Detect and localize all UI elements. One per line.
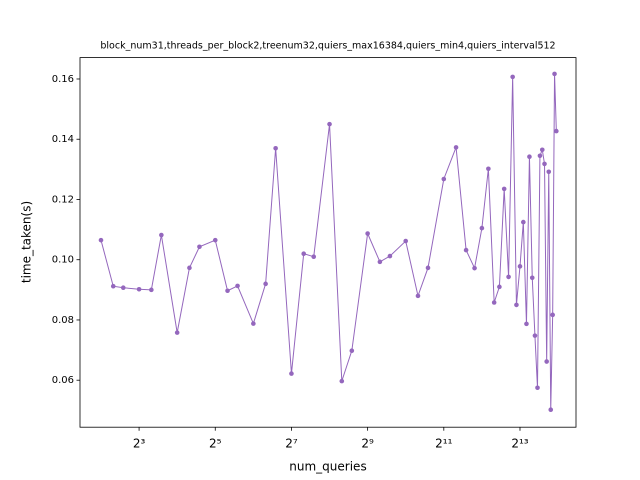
data-point — [136, 286, 142, 292]
data-point — [546, 169, 552, 175]
data-point — [441, 176, 447, 182]
data-point — [510, 74, 515, 80]
x-tick-label: 2¹¹ — [435, 437, 452, 451]
data-point — [472, 265, 477, 271]
data-point — [537, 153, 543, 159]
data-point — [554, 128, 559, 134]
y-tick-label: 0.08 — [52, 315, 74, 326]
data-point — [377, 259, 383, 265]
y-tick-label: 0.06 — [52, 375, 74, 386]
data-point — [501, 186, 507, 192]
data-point — [311, 254, 317, 260]
y-tick-label: 0.12 — [52, 194, 74, 205]
data-point — [463, 247, 469, 253]
data-point — [187, 265, 192, 271]
data-point — [120, 285, 126, 291]
data-point — [387, 253, 393, 259]
x-tick-label: 2³ — [133, 437, 146, 451]
data-point — [251, 321, 256, 326]
y-tick-label: 0.16 — [52, 74, 74, 85]
x-tick-label: 2⁷ — [285, 437, 298, 451]
data-point — [552, 71, 557, 77]
data-point — [453, 145, 459, 150]
data-point — [149, 287, 154, 293]
x-tick-label: 2⁵ — [209, 437, 222, 451]
data-point — [535, 385, 540, 391]
y-tick-label: 0.10 — [52, 255, 74, 266]
x-tick-label: 2¹³ — [511, 437, 528, 451]
y-axis-label: time_taken(s) — [20, 201, 34, 283]
data-point — [506, 274, 511, 280]
data-point — [544, 359, 549, 364]
data-point — [197, 244, 202, 250]
data-point — [159, 232, 164, 238]
data-point — [497, 284, 502, 290]
data-point — [415, 293, 421, 299]
data-point — [532, 333, 538, 338]
data-point — [174, 330, 180, 335]
data-point — [403, 238, 409, 244]
data-point — [486, 166, 491, 172]
data-point — [521, 219, 526, 225]
data-point — [514, 302, 519, 308]
data-point — [110, 283, 116, 289]
data-point — [212, 237, 218, 243]
data-point — [479, 225, 485, 231]
data-point — [98, 237, 104, 243]
data-point — [273, 145, 278, 151]
data-point — [263, 281, 268, 287]
x-tick-label: 2⁹ — [361, 437, 374, 451]
data-point — [289, 371, 294, 376]
data-point — [365, 231, 370, 236]
data-point — [524, 321, 529, 327]
plot-frame — [79, 57, 577, 428]
data-point — [548, 407, 554, 413]
data-point — [301, 251, 307, 256]
data-point — [425, 265, 431, 271]
data-point — [529, 275, 535, 281]
data-point — [517, 264, 523, 269]
y-tick-label: 0.14 — [52, 134, 74, 145]
data-point — [542, 161, 547, 167]
data-point — [349, 348, 355, 353]
data-point — [339, 378, 345, 384]
data-point — [225, 288, 230, 294]
data-point — [327, 121, 332, 127]
x-axis-label: num_queries — [289, 460, 366, 474]
data-point — [491, 300, 497, 305]
chart-title: block_num31,threads_per_block2,treenum32… — [100, 41, 555, 52]
data-point — [527, 154, 532, 160]
data-point — [550, 312, 555, 318]
data-point — [539, 147, 545, 153]
data-point — [235, 283, 240, 289]
